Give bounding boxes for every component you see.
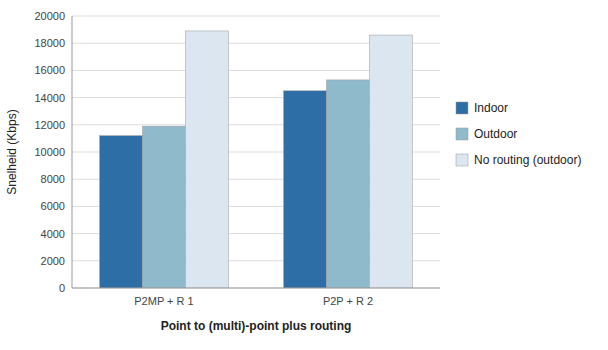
- legend-swatch: [456, 154, 468, 166]
- x-tick-label: P2MP + R 1: [134, 295, 193, 307]
- legend: Indoor Outdoor No routing (outdoor): [456, 101, 581, 167]
- bar: [100, 136, 143, 288]
- x-tick-label: P2P + R 2: [323, 295, 373, 307]
- bar: [185, 31, 228, 288]
- legend-label: No routing (outdoor): [474, 153, 581, 167]
- chart-svg: 0 2000 4000 6000 8000 10000 12000 14000 16000 180…: [0, 0, 608, 350]
- grid-line: [72, 16, 440, 17]
- y-tick-label: 18000: [34, 37, 65, 49]
- grid-line: [72, 288, 440, 289]
- bar: [327, 80, 370, 288]
- y-tick-label: 4000: [41, 228, 65, 240]
- grid: [72, 16, 440, 288]
- bars: [100, 31, 413, 288]
- y-tick-label: 20000: [34, 10, 65, 22]
- y-tick-label: 10000: [34, 146, 65, 158]
- y-tick-label: 8000: [41, 173, 65, 185]
- y-axis-title: Snelheid (Kbps): [5, 109, 19, 194]
- legend-swatch: [456, 102, 468, 114]
- x-axis-title: Point to (multi)-point plus routing: [161, 319, 352, 333]
- bar: [369, 35, 412, 288]
- y-tick-label: 2000: [41, 255, 65, 267]
- bar: [284, 91, 327, 288]
- y-tick-label: 12000: [34, 119, 65, 131]
- y-tick-label: 14000: [34, 92, 65, 104]
- x-axis-line: [72, 288, 440, 289]
- legend-swatch: [456, 128, 468, 140]
- bar: [143, 126, 186, 288]
- y-tick-label: 16000: [34, 64, 65, 76]
- legend-label: Indoor: [474, 101, 508, 115]
- chart-container: 0 2000 4000 6000 8000 10000 12000 14000 16000 180…: [0, 0, 608, 350]
- legend-label: Outdoor: [474, 127, 517, 141]
- y-axis-line: [72, 16, 73, 288]
- y-tick-label: 6000: [41, 200, 65, 212]
- y-tick-label: 0: [59, 282, 65, 294]
